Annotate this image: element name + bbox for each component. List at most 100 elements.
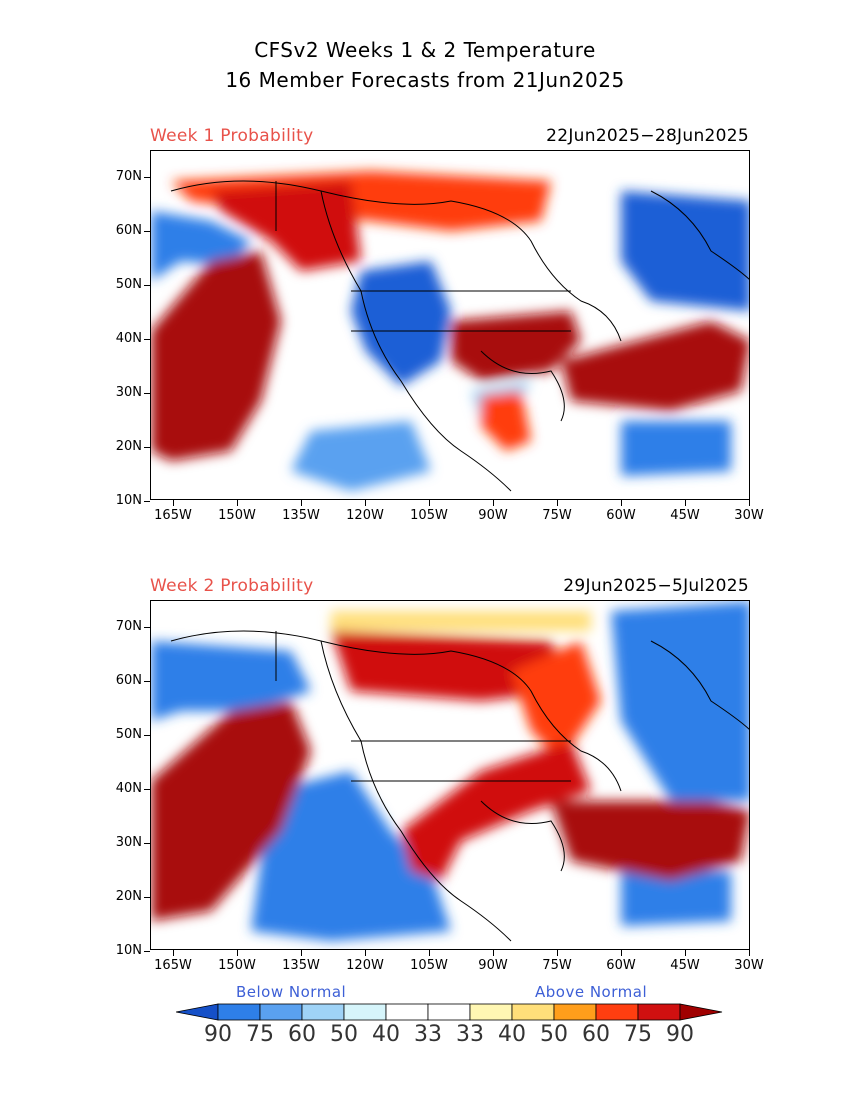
- lat-label: 50N: [115, 277, 142, 292]
- legend-number: 33: [414, 1022, 442, 1047]
- lat-label: 70N: [115, 619, 142, 634]
- lon-tick: [621, 950, 622, 956]
- lat-label: 40N: [115, 781, 142, 796]
- legend-above-normal-label: Above Normal: [535, 983, 648, 1001]
- week2-coastlines: [170, 630, 749, 942]
- legend-number: 60: [582, 1022, 610, 1047]
- legend-number: 90: [204, 1022, 232, 1047]
- lon-tick: [493, 500, 494, 506]
- legend-number: 40: [372, 1022, 400, 1047]
- lat-tick: [144, 231, 150, 232]
- lon-tick: [237, 950, 238, 956]
- lon-label: 45W: [670, 508, 700, 523]
- lon-tick: [749, 950, 750, 956]
- legend-swatch: [637, 1003, 681, 1021]
- lon-tick: [365, 950, 366, 956]
- lat-label: 20N: [115, 439, 142, 454]
- lat-label: 30N: [115, 835, 142, 850]
- lon-tick: [173, 950, 174, 956]
- lon-label: 165W: [154, 958, 192, 973]
- legend-swatch: [343, 1003, 387, 1021]
- lat-label: 20N: [115, 889, 142, 904]
- week1-map: [150, 150, 750, 500]
- lon-tick: [173, 500, 174, 506]
- week2-map-svg: [151, 601, 749, 949]
- lon-label: 135W: [282, 958, 320, 973]
- lon-tick: [557, 500, 558, 506]
- lat-tick: [144, 897, 150, 898]
- lon-tick: [685, 500, 686, 506]
- legend-number: 50: [540, 1022, 568, 1047]
- panel2-label: Week 2 Probability: [150, 576, 314, 596]
- lon-label: 120W: [346, 958, 384, 973]
- lat-label: 30N: [115, 385, 142, 400]
- legend-swatch: [511, 1003, 555, 1021]
- lon-label: 30W: [734, 958, 764, 973]
- legend-swatch: [385, 1003, 429, 1021]
- lat-tick: [144, 285, 150, 286]
- lon-label: 150W: [218, 958, 256, 973]
- lon-label: 90W: [478, 508, 508, 523]
- legend-below-normal-label: Below Normal: [236, 983, 347, 1001]
- legend-number: 90: [666, 1022, 694, 1047]
- lat-label: 70N: [115, 169, 142, 184]
- lon-tick: [749, 500, 750, 506]
- week1-coastlines: [170, 180, 749, 492]
- lon-tick: [429, 950, 430, 956]
- legend-number: 75: [624, 1022, 652, 1047]
- lon-label: 75W: [542, 958, 572, 973]
- lon-label: 45W: [670, 958, 700, 973]
- lat-label: 40N: [115, 331, 142, 346]
- lat-tick: [144, 393, 150, 394]
- lon-tick: [621, 500, 622, 506]
- panel1-label: Week 1 Probability: [150, 126, 314, 146]
- lon-tick: [237, 500, 238, 506]
- lat-label: 50N: [115, 727, 142, 742]
- lon-tick: [557, 950, 558, 956]
- lat-tick: [144, 177, 150, 178]
- lat-label: 10N: [115, 943, 142, 958]
- lat-label: 60N: [115, 673, 142, 688]
- lon-label: 60W: [606, 958, 636, 973]
- legend-swatch: [259, 1003, 303, 1021]
- legend-swatch: [217, 1003, 261, 1021]
- week1-map-svg: [151, 151, 749, 499]
- lat-tick: [144, 789, 150, 790]
- legend-number: 50: [330, 1022, 358, 1047]
- lat-tick: [144, 501, 150, 502]
- legend-swatch: [469, 1003, 513, 1021]
- lon-label: 75W: [542, 508, 572, 523]
- legend-swatch: [427, 1003, 471, 1021]
- lon-label: 105W: [410, 958, 448, 973]
- lon-tick: [685, 950, 686, 956]
- lat-tick: [144, 627, 150, 628]
- legend-swatch: [595, 1003, 639, 1021]
- lat-tick: [144, 681, 150, 682]
- chart-title-line2: 16 Member Forecasts from 21Jun2025: [225, 68, 625, 92]
- chart-title-line1: CFSv2 Weeks 1 & 2 Temperature: [254, 38, 596, 62]
- lat-tick: [144, 339, 150, 340]
- lon-label: 90W: [478, 958, 508, 973]
- legend-number: 33: [456, 1022, 484, 1047]
- lat-tick: [144, 951, 150, 952]
- lon-tick: [301, 950, 302, 956]
- legend-swatch: [301, 1003, 345, 1021]
- panel2-dates: 29Jun2025−5Jul2025: [563, 576, 749, 596]
- legend-arrow-right: [679, 1003, 723, 1021]
- panel1-dates: 22Jun2025−28Jun2025: [546, 126, 749, 146]
- legend-colorbar: [176, 1003, 723, 1021]
- week2-map: [150, 600, 750, 950]
- lat-label: 60N: [115, 223, 142, 238]
- lat-tick: [144, 843, 150, 844]
- lon-label: 150W: [218, 508, 256, 523]
- lat-tick: [144, 735, 150, 736]
- lon-tick: [301, 500, 302, 506]
- legend-number: 40: [498, 1022, 526, 1047]
- lat-label: 10N: [115, 493, 142, 508]
- lon-tick: [365, 500, 366, 506]
- lon-label: 165W: [154, 508, 192, 523]
- lon-label: 105W: [410, 508, 448, 523]
- lat-tick: [144, 447, 150, 448]
- legend-arrow-left: [176, 1003, 219, 1021]
- legend-number: 75: [246, 1022, 274, 1047]
